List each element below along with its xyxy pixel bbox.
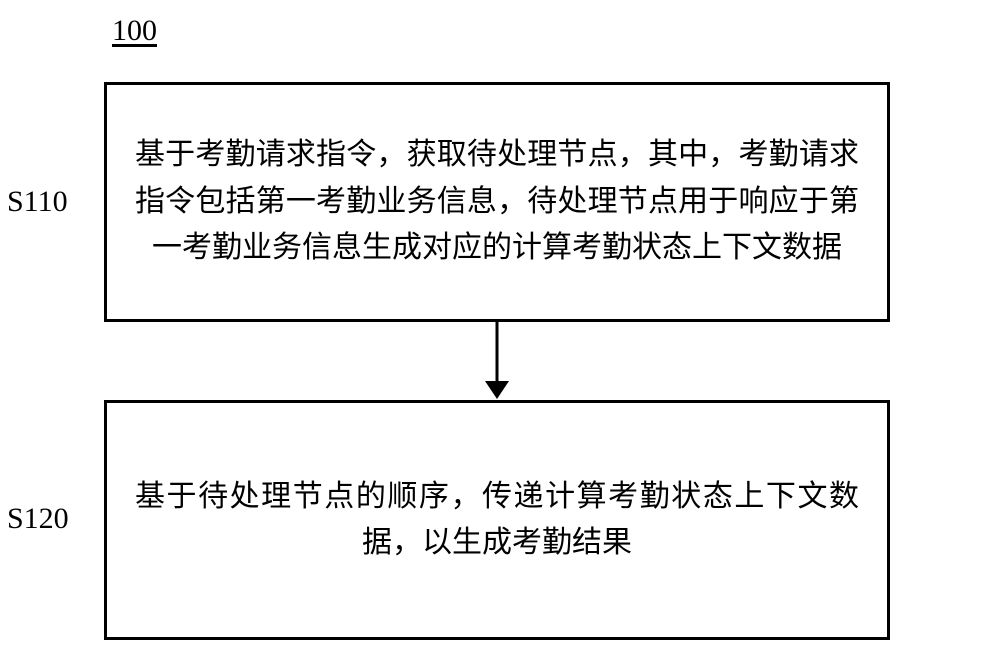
step-box-s110: 基于考勤请求指令，获取待处理节点，其中，考勤请求指令包括第一考勤业务信息，待处理… <box>104 82 890 322</box>
step-label-s120: S120 <box>7 502 69 536</box>
step-text-s120: 基于待处理节点的顺序，传递计算考勤状态上下文数据，以生成考勤结果 <box>107 474 887 567</box>
figure-number: 100 <box>112 14 157 48</box>
flowchart-canvas: 100 S110 基于考勤请求指令，获取待处理节点，其中，考勤请求指令包括第一考… <box>0 0 1000 664</box>
step-label-s110: S110 <box>7 185 68 219</box>
step-text-s110: 基于考勤请求指令，获取待处理节点，其中，考勤请求指令包括第一考勤业务信息，待处理… <box>107 132 887 272</box>
step-box-s120: 基于待处理节点的顺序，传递计算考勤状态上下文数据，以生成考勤结果 <box>104 400 890 640</box>
